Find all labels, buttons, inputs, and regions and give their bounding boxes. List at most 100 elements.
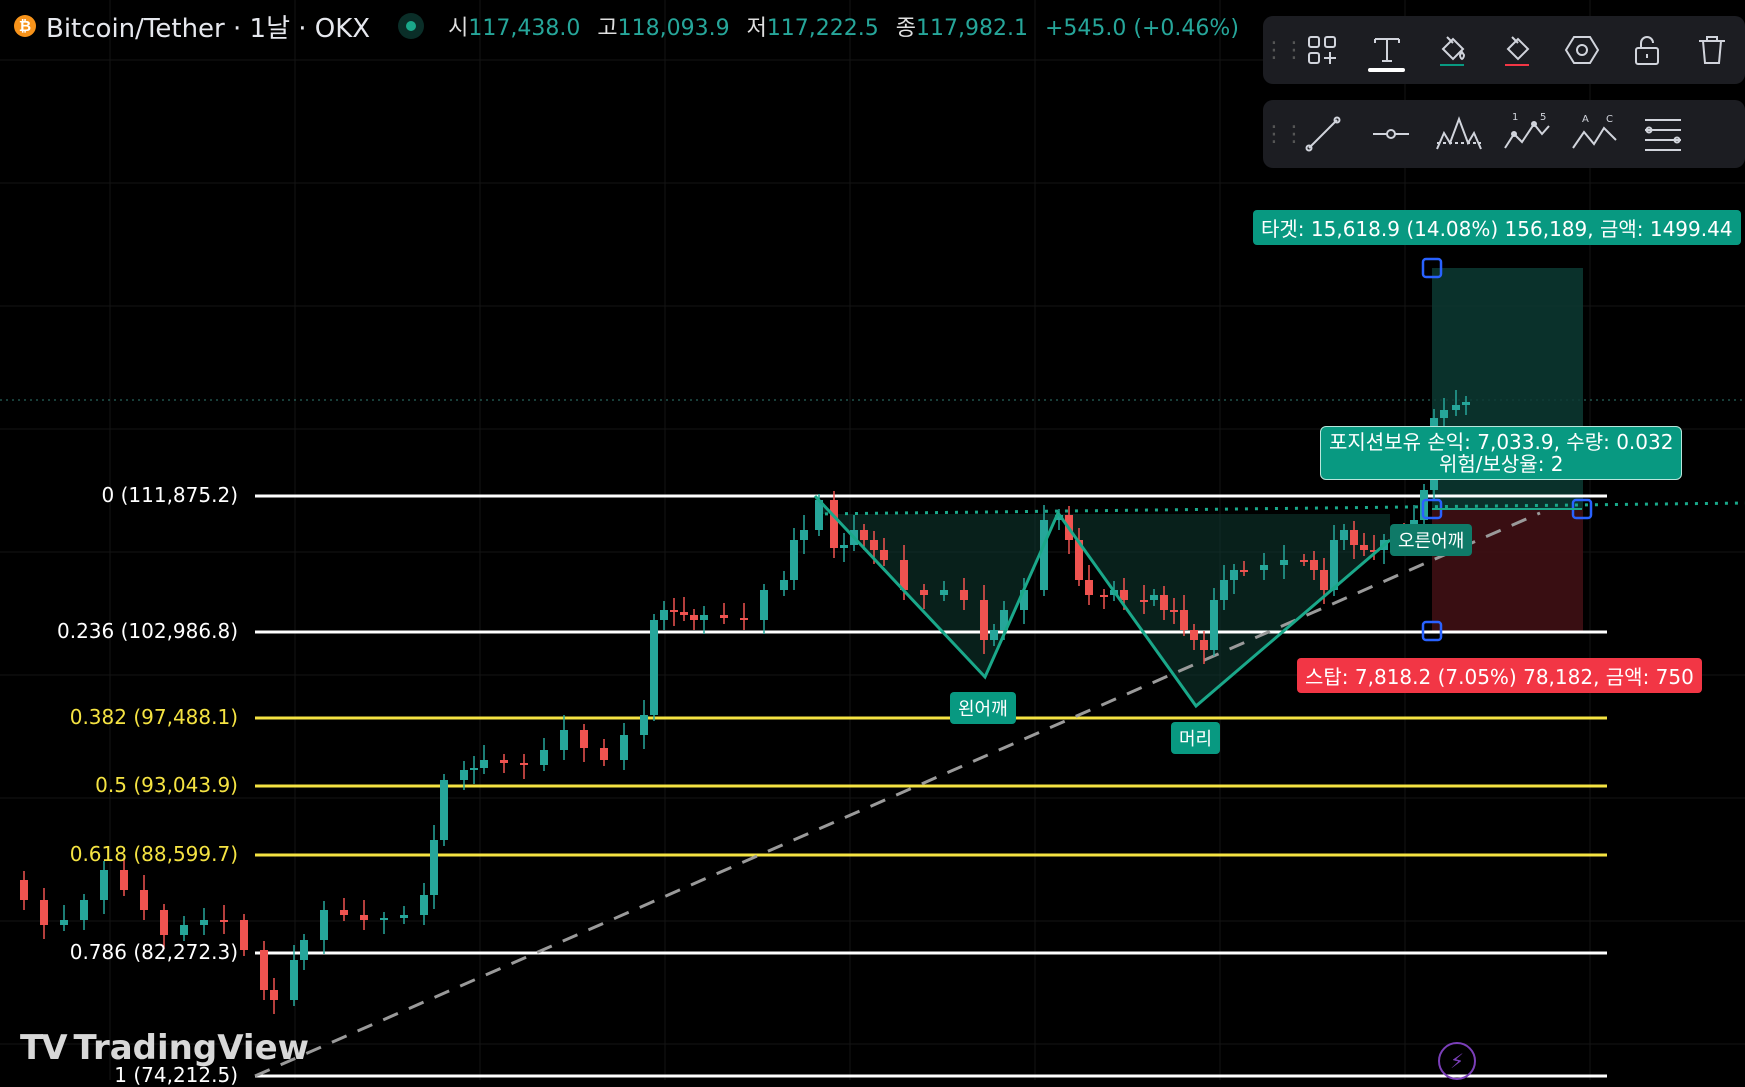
candle — [430, 840, 438, 895]
target-label[interactable]: 타겟: 15,618.9 (14.08%) 156,189, 금액: 1499.… — [1253, 210, 1741, 245]
candle — [1085, 580, 1093, 595]
low-label: 저 — [746, 16, 767, 41]
low-value: 117,222.5 — [766, 16, 879, 41]
object-toolbar: ⋮⋮ — [1263, 16, 1745, 84]
candle — [360, 915, 368, 920]
candle — [1340, 530, 1348, 540]
candle — [470, 768, 478, 770]
open-value: 117,438.0 — [468, 16, 581, 41]
candle — [1075, 540, 1083, 580]
trendline-dashed — [254, 511, 1541, 1078]
svg-text:1: 1 — [1512, 112, 1518, 123]
candle — [1300, 560, 1308, 562]
neckline-dotted — [814, 501, 1745, 516]
candle — [600, 748, 608, 760]
right-shoulder-label[interactable]: 오른어깨 — [1390, 524, 1473, 556]
candle — [180, 925, 188, 935]
watermark-text: TradingView — [73, 1028, 310, 1068]
svg-text:C: C — [1606, 114, 1613, 125]
candle — [780, 580, 788, 590]
candle — [1360, 545, 1368, 550]
candle — [220, 920, 228, 922]
candle — [380, 918, 388, 920]
position-pnl-text: 포지션보유 손익: 7,033.9, 수량: 0.032 — [1329, 430, 1674, 454]
candle — [580, 730, 588, 748]
candle — [460, 770, 468, 780]
lightning-icon[interactable]: ⚡ — [1438, 1042, 1476, 1080]
candle — [320, 910, 328, 940]
candle — [400, 915, 408, 918]
horizontal-ray-icon[interactable] — [1357, 104, 1425, 164]
candle — [340, 910, 348, 915]
candle — [1200, 640, 1208, 650]
candle — [1120, 590, 1128, 600]
candle — [830, 500, 838, 548]
candle — [160, 910, 168, 935]
grip-icon[interactable]: ⋮⋮ — [1263, 121, 1305, 147]
line-color-icon[interactable] — [1484, 20, 1549, 80]
trend-line-icon[interactable] — [1289, 104, 1357, 164]
candle — [1370, 550, 1378, 552]
ohlc-values: 시117,438.0 고118,093.9 저117,222.5 종117,98… — [448, 10, 1249, 42]
head-shoulders-pattern — [813, 494, 1391, 709]
candle — [680, 612, 688, 615]
drag-handle — [1421, 257, 1443, 279]
candle — [1230, 570, 1238, 580]
candle — [1240, 570, 1248, 572]
candle — [1452, 405, 1460, 410]
candle — [1320, 570, 1328, 590]
close-label: 종 — [895, 16, 917, 41]
market-status-icon[interactable] — [398, 13, 425, 39]
candle — [1350, 530, 1358, 545]
head-label[interactable]: 머리 — [1171, 722, 1221, 754]
left-shoulder-label[interactable]: 왼어깨 — [950, 692, 1016, 724]
fill-icon[interactable] — [1419, 20, 1484, 80]
lock-icon[interactable] — [1615, 20, 1680, 80]
stop-label[interactable]: 스탑: 7,818.2 (7.05%) 78,182, 금액: 750 — [1297, 658, 1702, 693]
candle — [960, 590, 968, 600]
candle — [1140, 600, 1148, 602]
drag-handle — [1421, 620, 1443, 642]
add-widget-icon[interactable] — [1289, 20, 1354, 80]
svg-text:A: A — [1582, 114, 1589, 125]
candle — [880, 550, 888, 560]
candle — [660, 610, 668, 620]
candle — [1220, 580, 1228, 600]
candle — [500, 760, 508, 763]
fib-level-label: 0.618 (88,599.7) — [69, 842, 238, 866]
fib-levels-icon[interactable] — [1629, 104, 1697, 164]
candle — [440, 780, 448, 840]
candle — [1100, 595, 1108, 597]
candle — [40, 900, 48, 925]
candle — [480, 760, 488, 768]
candle — [1020, 590, 1028, 610]
candle — [670, 610, 678, 612]
candle — [300, 940, 308, 960]
symbol-title[interactable]: Bitcoin/Tether · 1날 · OKX — [46, 13, 371, 44]
candle — [990, 630, 998, 640]
settings-hexagon-icon[interactable] — [1550, 20, 1615, 80]
candle — [1150, 595, 1158, 600]
candle — [1040, 520, 1048, 590]
candle — [1330, 540, 1338, 590]
candle — [1280, 560, 1288, 565]
svg-text:5: 5 — [1540, 112, 1546, 123]
trash-icon[interactable] — [1680, 20, 1745, 80]
high-value: 118,093.9 — [617, 16, 730, 41]
candle — [100, 870, 108, 900]
candle — [1190, 630, 1198, 640]
candle — [270, 990, 278, 1000]
candle — [1180, 610, 1188, 630]
candle — [20, 880, 28, 900]
head-shoulders-icon[interactable] — [1425, 104, 1493, 164]
text-icon[interactable] — [1354, 20, 1419, 80]
risk-reward-text: 위험/보상율: 2 — [1438, 452, 1564, 476]
grip-icon[interactable]: ⋮⋮ — [1263, 37, 1305, 63]
candle — [640, 715, 648, 735]
position-info-label[interactable]: 포지션보유 손익: 7,033.9, 수량: 0.032 위험/보상율: 2 — [1320, 426, 1683, 480]
candle — [870, 540, 878, 550]
